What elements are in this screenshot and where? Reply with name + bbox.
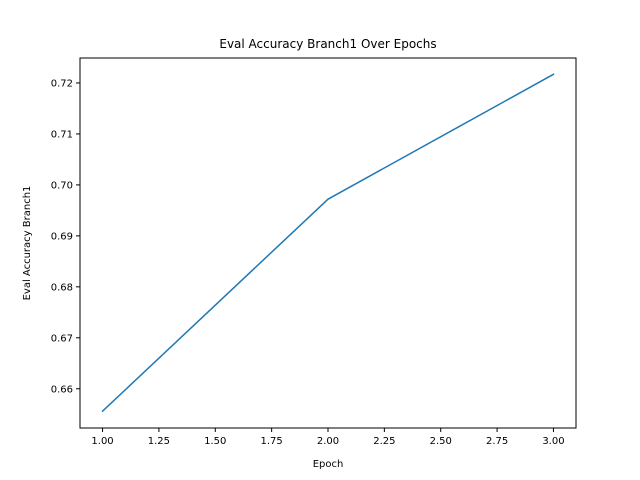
y-tick-label: 0.68: [51, 282, 73, 293]
y-tick-label: 0.72: [51, 78, 73, 89]
series-line: [101, 73, 555, 413]
x-tick-label: 1.00: [91, 436, 113, 447]
y-tick-label: 0.69: [51, 231, 73, 242]
chart-title: Eval Accuracy Branch1 Over Epochs: [219, 37, 436, 51]
y-tick-label: 0.71: [51, 129, 73, 140]
y-tick-label: 0.67: [51, 333, 73, 344]
plot-area: 1.00 1.25 1.50 1.75 2.00 2.25 2.50 2.75 3.00 0.6…: [51, 57, 577, 447]
x-tick-label: 1.75: [261, 436, 283, 447]
x-tick-label: 1.25: [148, 436, 170, 447]
x-tick-label: 2.00: [317, 436, 339, 447]
x-tick-label: 1.50: [204, 436, 226, 447]
series-layer: [101, 73, 555, 413]
y-axis-ticks: 0.66 0.67 0.68 0.69 0.70 0.71 0.72: [51, 78, 80, 395]
x-tick-label: 2.25: [373, 436, 395, 447]
y-axis-label: Eval Accuracy Branch1: [22, 186, 33, 301]
y-tick-label: 0.70: [51, 180, 73, 191]
axes-frame: [79, 57, 577, 429]
x-axis-ticks: 1.00 1.25 1.50 1.75 2.00 2.25 2.50 2.75 3.00: [91, 428, 565, 447]
x-tick-label: 3.00: [542, 436, 564, 447]
x-axis-label: Epoch: [313, 459, 344, 470]
y-tick-label: 0.66: [51, 384, 73, 395]
x-tick-label: 2.50: [430, 436, 452, 447]
x-tick-label: 2.75: [486, 436, 508, 447]
